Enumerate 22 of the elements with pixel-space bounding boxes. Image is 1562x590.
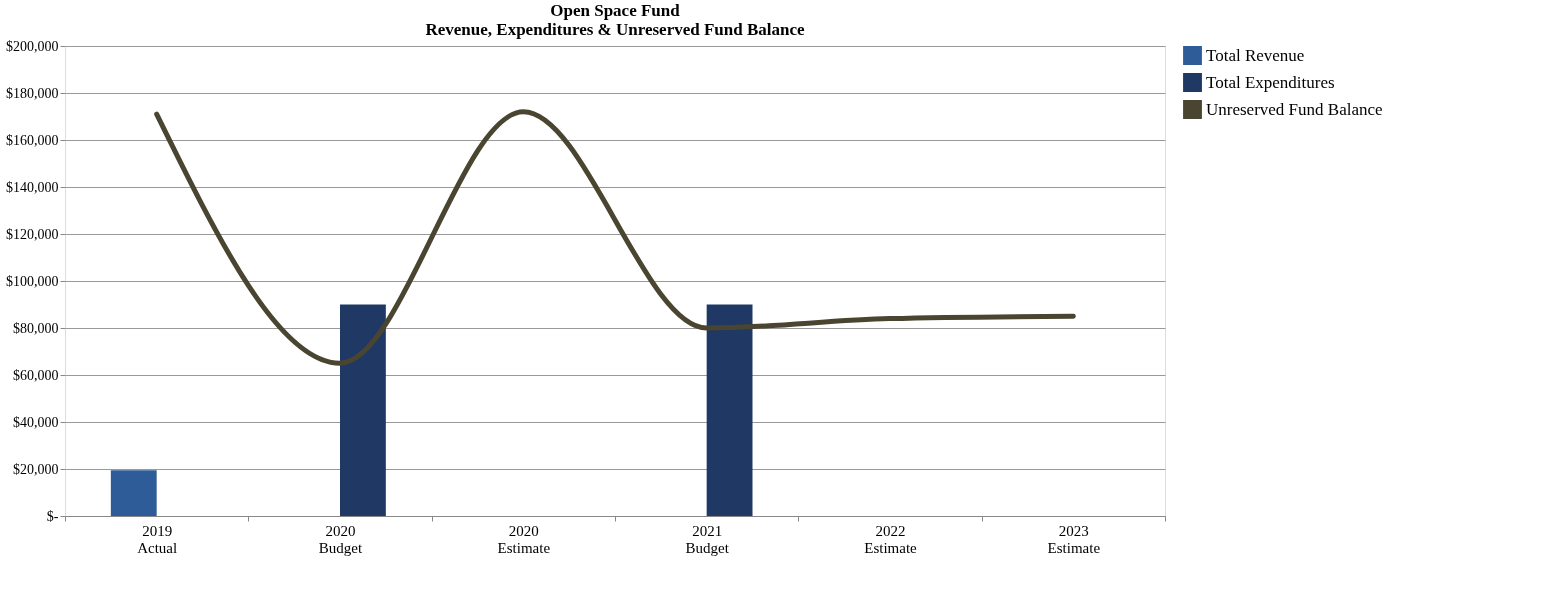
x-tick-label: 2023 Estimate <box>1047 522 1101 556</box>
y-tick-label: $120,000 <box>6 226 59 242</box>
text: Open Space Fund <box>550 1 680 20</box>
x-tick-label: 2019 Actual <box>137 522 178 556</box>
y-tick-label: $200,000 <box>6 38 59 54</box>
legend-label: Total Expenditures <box>1206 72 1335 92</box>
x-tick-label: 2022 Estimate <box>864 522 918 556</box>
y-tick-label: $80,000 <box>13 320 59 336</box>
y-tick-label: $100,000 <box>6 273 59 289</box>
y-tick-label: $160,000 <box>6 132 59 148</box>
x-tick-label: 2021 Budget <box>685 522 730 556</box>
text: Revenue, Expenditures & Unreserved Fund Balance <box>425 20 805 39</box>
legend-label: Unreserved Fund Balance <box>1206 99 1383 119</box>
x-tick-label: 2020 Estimate <box>497 522 551 556</box>
y-tick-label: $60,000 <box>13 367 59 383</box>
y-tick-label: $20,000 <box>13 461 59 477</box>
legend-label: Total Revenue <box>1206 45 1305 65</box>
y-tick-label: $- <box>46 508 59 524</box>
y-tick-label: $40,000 <box>13 414 59 430</box>
y-tick-label: $180,000 <box>6 85 59 101</box>
x-tick-label: 2020 Budget <box>318 522 363 556</box>
y-tick-label: $140,000 <box>6 179 59 195</box>
